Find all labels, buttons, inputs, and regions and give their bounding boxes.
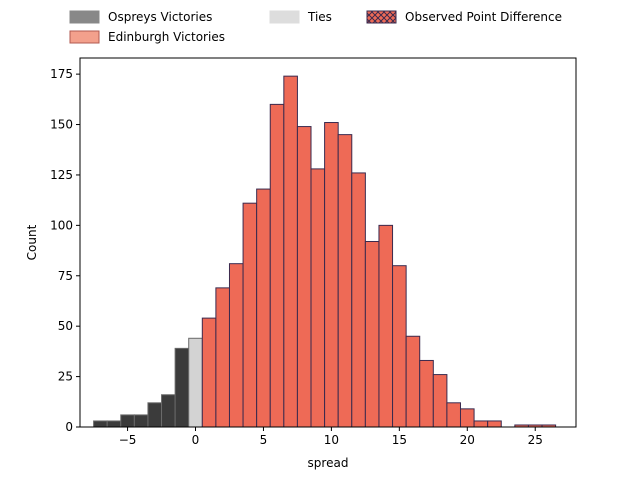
- bar-edinburgh-6: [283, 75, 298, 428]
- bar-edinburgh-1: [215, 287, 230, 428]
- plot-frame: [79, 57, 577, 428]
- bar-edinburgh-20: [473, 420, 489, 428]
- x-axis: −5 0 5 10 15 20 25: [119, 427, 543, 447]
- bars: [93, 75, 557, 428]
- y-tick-label: 25: [58, 370, 73, 384]
- bar-edinburgh-14: [392, 265, 407, 428]
- bar-ospreys-3: [133, 414, 149, 428]
- bar-edinburgh-3: [242, 202, 258, 428]
- bar-edinburgh-11: [351, 172, 366, 428]
- x-tick-label: 20: [460, 433, 475, 447]
- x-tick-label: 15: [392, 433, 407, 447]
- y-tick-label: 125: [50, 168, 73, 182]
- bar-edinburgh-7: [296, 126, 312, 428]
- bar-edinburgh-21: [487, 420, 502, 428]
- legend-label: Ties: [307, 10, 332, 24]
- y-tick-label: 150: [50, 118, 73, 132]
- bar-edinburgh-12: [364, 240, 380, 428]
- y-tick-label: 0: [65, 420, 73, 434]
- bar-ospreys-4: [147, 402, 163, 428]
- y-tick-label: 75: [58, 269, 73, 283]
- x-tick-label: 10: [324, 433, 339, 447]
- bar-ospreys-0: [93, 420, 108, 428]
- bar-edinburgh-16: [419, 359, 434, 428]
- bar-ospreys-5: [161, 394, 176, 428]
- y-axis: 0 25 50 75 100 125 150 175: [50, 67, 80, 434]
- x-tick-label: 25: [528, 433, 543, 447]
- legend: Ospreys Victories Edinburgh Victories Ties…: [69, 10, 562, 44]
- bar-edinburgh-15: [405, 335, 421, 428]
- bar-edinburgh-13: [378, 224, 394, 428]
- bar-edinburgh-8: [310, 168, 326, 428]
- bar-ospreys-1: [106, 420, 122, 428]
- legend-label: Edinburgh Victories: [108, 30, 225, 44]
- legend-label: Ospreys Victories: [108, 10, 212, 24]
- bar-ospreys-6: [174, 347, 190, 428]
- legend-swatch: [269, 10, 300, 24]
- bar-edinburgh-5: [269, 103, 285, 428]
- y-tick-label: 175: [50, 67, 73, 81]
- bar-edinburgh-10: [337, 134, 353, 428]
- y-tick-label: 50: [58, 319, 73, 333]
- legend-swatch: [69, 30, 100, 44]
- x-axis-label: spread: [308, 456, 349, 470]
- bar-edinburgh-0: [201, 317, 217, 428]
- bar-edinburgh-9: [324, 122, 339, 428]
- legend-label: Observed Point Difference: [405, 10, 562, 24]
- x-tick-label: −5: [119, 433, 137, 447]
- legend-swatch: [69, 10, 100, 24]
- bar-edinburgh-2: [228, 263, 244, 428]
- bar-edinburgh-18: [446, 402, 461, 428]
- x-tick-label: 0: [192, 433, 200, 447]
- x-tick-label: 5: [260, 433, 268, 447]
- legend-swatch-hatch: [366, 10, 397, 24]
- y-axis-label: Count: [25, 224, 39, 260]
- bar-edinburgh-19: [459, 408, 475, 428]
- bar-ties-0: [188, 337, 203, 428]
- y-tick-label: 100: [50, 218, 73, 232]
- bar-edinburgh-17: [432, 374, 448, 428]
- bar-ospreys-2: [120, 414, 135, 428]
- bar-edinburgh-4: [256, 188, 271, 428]
